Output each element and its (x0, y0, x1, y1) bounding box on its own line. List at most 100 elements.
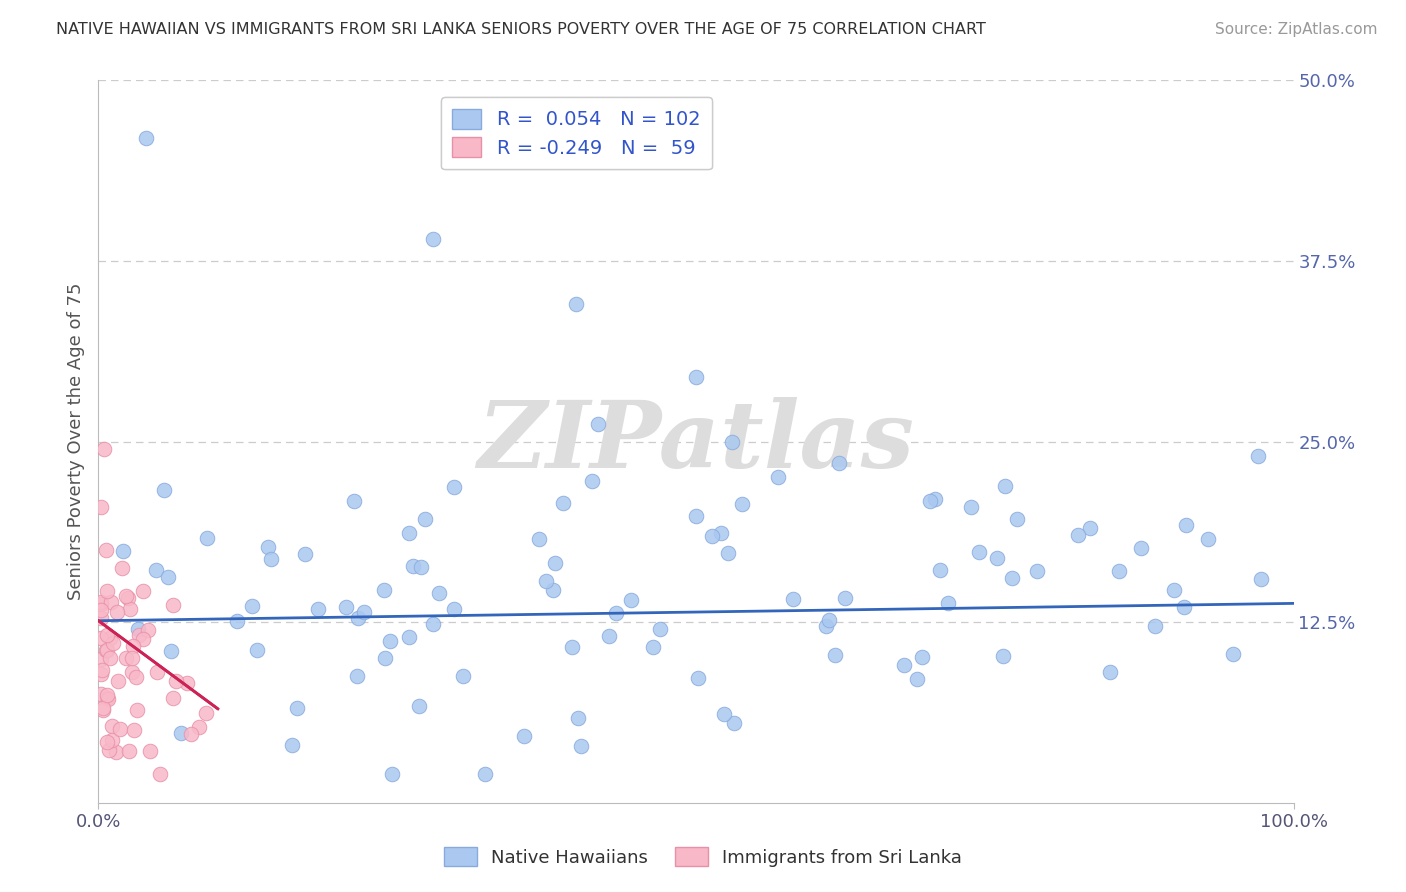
Point (90, 603, 112, 617)
Point (723, 715, 745, 730)
Point (1025, 564, 1047, 578)
Point (569, 739, 592, 753)
Point (422, 232, 444, 246)
Point (994, 479, 1017, 493)
Point (353, 605, 375, 619)
Point (101, 719, 124, 733)
Point (824, 648, 846, 662)
Point (90, 652, 112, 666)
Point (225, 614, 247, 628)
Point (1108, 564, 1130, 578)
Point (541, 582, 564, 597)
Point (97, 692, 120, 706)
Point (343, 494, 366, 508)
Point (96, 690, 118, 705)
Point (1175, 517, 1198, 532)
Point (374, 650, 396, 665)
Point (561, 640, 583, 655)
Point (815, 619, 838, 633)
Point (1250, 572, 1272, 586)
Point (605, 606, 627, 620)
Point (90, 687, 112, 701)
Point (1000, 571, 1022, 585)
Point (122, 639, 145, 653)
Point (620, 592, 643, 607)
Point (100, 732, 122, 747)
Point (96, 583, 118, 598)
Point (307, 602, 329, 616)
Point (90, 597, 112, 611)
Point (90, 632, 112, 646)
Point (118, 744, 141, 758)
Point (335, 600, 357, 615)
Point (121, 650, 143, 665)
Text: ZIPatlas: ZIPatlas (478, 397, 914, 486)
Point (1247, 449, 1270, 463)
Point (165, 674, 187, 689)
Point (96, 643, 118, 657)
Point (195, 531, 218, 545)
Point (96, 689, 118, 703)
Point (993, 648, 1015, 663)
Text: Source: ZipAtlas.com: Source: ZipAtlas.com (1215, 22, 1378, 37)
Point (731, 497, 754, 511)
Point (162, 690, 184, 705)
Point (929, 563, 952, 577)
Point (586, 417, 609, 432)
Point (91, 701, 114, 715)
Point (98, 743, 121, 757)
Point (105, 605, 128, 619)
Point (98, 651, 121, 665)
Point (159, 644, 181, 658)
Point (402, 559, 425, 574)
Point (107, 673, 129, 688)
Point (138, 624, 160, 638)
Point (347, 611, 370, 625)
Point (721, 434, 744, 449)
Point (782, 591, 804, 606)
Point (936, 596, 959, 610)
Point (474, 767, 496, 781)
Point (373, 582, 395, 597)
Point (398, 630, 420, 644)
Point (381, 767, 404, 781)
Point (924, 492, 946, 507)
Point (260, 552, 283, 566)
Point (124, 670, 146, 684)
Point (117, 591, 139, 606)
Point (567, 710, 589, 724)
Point (453, 669, 475, 683)
Point (443, 480, 465, 494)
Point (115, 589, 138, 603)
Point (1067, 528, 1090, 542)
Point (685, 369, 707, 384)
Point (716, 546, 738, 560)
Point (120, 602, 142, 616)
Point (346, 669, 368, 683)
Point (1130, 541, 1153, 555)
Point (986, 551, 1008, 566)
Point (1005, 512, 1028, 526)
Point (135, 131, 157, 145)
Point (121, 665, 143, 679)
Point (90, 500, 112, 515)
Point (112, 544, 135, 558)
Legend: Native Hawaiians, Immigrants from Sri Lanka: Native Hawaiians, Immigrants from Sri La… (437, 840, 969, 874)
Point (1098, 665, 1121, 680)
Point (1173, 600, 1195, 615)
Point (91, 703, 114, 717)
Point (527, 532, 550, 546)
Point (96, 735, 118, 749)
Point (194, 706, 217, 721)
Point (96, 628, 118, 642)
Point (648, 623, 671, 637)
Point (702, 529, 724, 543)
Point (1080, 521, 1102, 535)
Point (285, 701, 308, 715)
Point (893, 658, 915, 673)
Point (920, 494, 942, 508)
Text: NATIVE HAWAIIAN VS IMMIGRANTS FROM SRI LANKA SENIORS POVERTY OVER THE AGE OF 75 : NATIVE HAWAIIAN VS IMMIGRANTS FROM SRI L… (56, 22, 986, 37)
Point (598, 629, 620, 643)
Point (766, 470, 789, 484)
Point (1222, 647, 1244, 661)
